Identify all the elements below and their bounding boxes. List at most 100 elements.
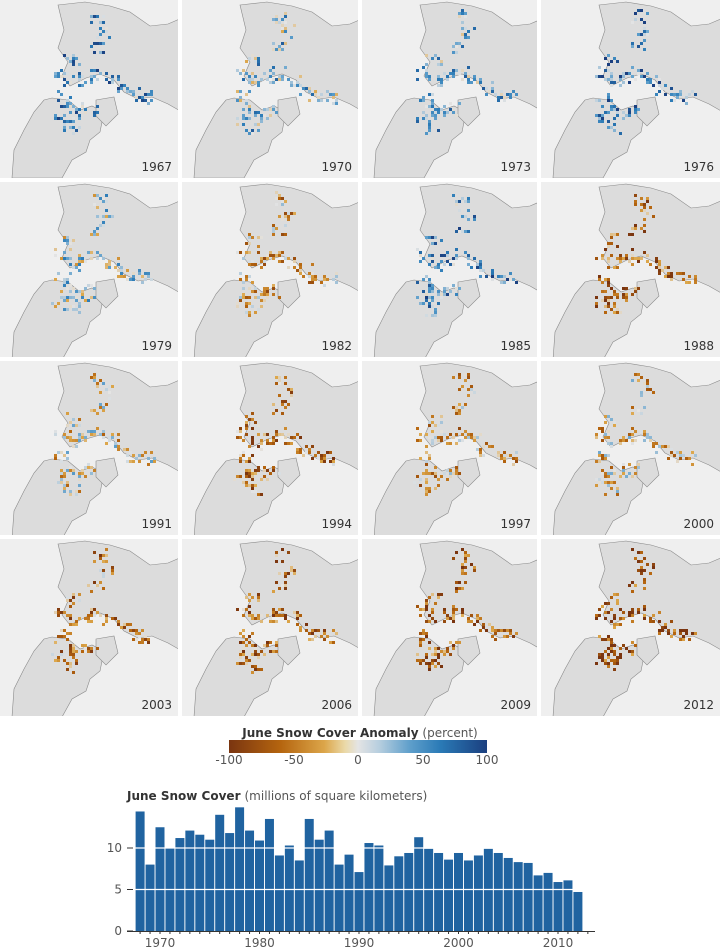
anomaly-cell xyxy=(69,662,72,665)
anomaly-cell xyxy=(90,284,93,287)
anomaly-cell xyxy=(102,221,105,224)
anomaly-cell xyxy=(54,278,57,281)
anomaly-cell xyxy=(479,454,482,457)
anomaly-cell xyxy=(87,647,90,650)
anomaly-cell xyxy=(437,593,440,596)
anomaly-cell xyxy=(437,129,440,132)
anomaly-cell xyxy=(135,632,138,635)
anomaly-cell xyxy=(658,632,661,635)
anomaly-cell xyxy=(251,412,254,415)
anomaly-cell xyxy=(631,608,634,611)
anomaly-cell xyxy=(102,572,105,575)
anomaly-cell xyxy=(254,257,257,260)
anomaly-cell xyxy=(434,311,437,314)
anomaly-cell xyxy=(93,608,96,611)
anomaly-cell xyxy=(281,218,284,221)
anomaly-cell xyxy=(75,263,78,266)
anomaly-cell xyxy=(455,608,458,611)
anomaly-cell xyxy=(78,599,81,602)
anomaly-cell xyxy=(99,21,102,24)
anomaly-cell xyxy=(464,230,467,233)
anomaly-cell xyxy=(464,36,467,39)
anomaly-cell xyxy=(284,42,287,45)
anomaly-cell xyxy=(443,608,446,611)
anomaly-cell xyxy=(296,433,299,436)
bar-1993 xyxy=(384,865,394,931)
anomaly-cell xyxy=(114,617,117,620)
anomaly-cell xyxy=(610,81,613,84)
anomaly-cell xyxy=(287,215,290,218)
anomaly-cell xyxy=(482,623,485,626)
anomaly-cell xyxy=(428,457,431,460)
anomaly-cell xyxy=(242,647,245,650)
anomaly-cell xyxy=(431,611,434,614)
anomaly-cell xyxy=(616,487,619,490)
anomaly-cell xyxy=(440,84,443,87)
anomaly-cell xyxy=(619,653,622,656)
bar-1985 xyxy=(304,818,314,931)
anomaly-cell xyxy=(278,215,281,218)
x-tick-label: 1980 xyxy=(244,936,275,948)
anomaly-cell xyxy=(437,266,440,269)
anomaly-cell xyxy=(503,96,506,99)
anomaly-cell xyxy=(72,290,75,293)
anomaly-cell xyxy=(332,93,335,96)
anomaly-cell xyxy=(419,608,422,611)
anomaly-cell xyxy=(93,233,96,236)
anomaly-cell xyxy=(141,638,144,641)
anomaly-cell xyxy=(604,305,607,308)
anomaly-cell xyxy=(111,433,114,436)
anomaly-cell xyxy=(664,623,667,626)
anomaly-cell xyxy=(272,108,275,111)
anomaly-cell xyxy=(455,590,458,593)
anomaly-cell xyxy=(251,653,254,656)
anomaly-cell xyxy=(239,454,242,457)
anomaly-cell xyxy=(251,614,254,617)
anomaly-cell xyxy=(461,439,464,442)
anomaly-cell xyxy=(57,90,60,93)
anomaly-cell xyxy=(57,659,60,662)
anomaly-cell xyxy=(443,111,446,114)
anomaly-cell xyxy=(278,75,281,78)
anomaly-cell xyxy=(616,257,619,260)
anomaly-cell xyxy=(455,581,458,584)
anomaly-cell xyxy=(452,72,455,75)
anomaly-cell xyxy=(102,433,105,436)
anomaly-cell xyxy=(66,257,69,260)
anomaly-cell xyxy=(428,132,431,135)
anomaly-cell xyxy=(446,647,449,650)
anomaly-cell xyxy=(428,126,431,129)
bar-2001 xyxy=(463,860,473,931)
eurasia-landmass xyxy=(57,183,178,293)
greenland-landmass xyxy=(277,278,301,309)
anomaly-cell xyxy=(452,194,455,197)
anomaly-cell xyxy=(308,275,311,278)
anomaly-cell xyxy=(78,260,81,263)
anomaly-cell xyxy=(60,296,63,299)
anomaly-cell xyxy=(434,242,437,245)
anomaly-cell xyxy=(634,466,637,469)
anomaly-cell xyxy=(455,641,458,644)
anomaly-cell xyxy=(335,99,338,102)
anomaly-cell xyxy=(69,242,72,245)
anomaly-cell xyxy=(476,266,479,269)
anomaly-cell xyxy=(111,436,114,439)
anomaly-cell xyxy=(72,650,75,653)
bar-1972 xyxy=(175,838,185,931)
anomaly-cell xyxy=(458,15,461,18)
anomaly-cell xyxy=(595,484,598,487)
anomaly-cell xyxy=(69,305,72,308)
anomaly-cell xyxy=(278,587,281,590)
north-america-landmass xyxy=(552,279,646,357)
anomaly-cell xyxy=(57,117,60,120)
anomaly-cell xyxy=(57,272,60,275)
anomaly-cell xyxy=(437,263,440,266)
anomaly-cell xyxy=(251,260,254,263)
anomaly-cell xyxy=(281,560,284,563)
anomaly-cell xyxy=(75,290,78,293)
anomaly-cell xyxy=(251,454,254,457)
anomaly-cell xyxy=(93,614,96,617)
anomaly-cell xyxy=(497,99,500,102)
anomaly-cell xyxy=(63,433,66,436)
panel-year-label: 2003 xyxy=(141,698,172,712)
